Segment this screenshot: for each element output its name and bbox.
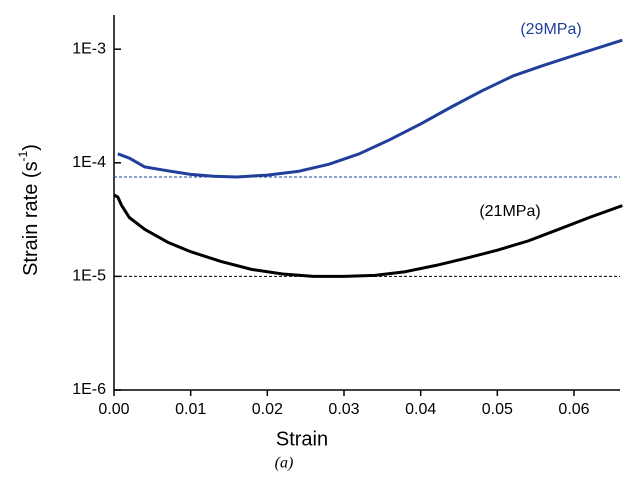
y-axis-label-text: Strain rate (s: [20, 161, 42, 275]
x-tick-label: 0.00: [98, 401, 129, 418]
x-tick-label: 0.05: [482, 401, 513, 418]
y-tick-label: 1E-4: [72, 154, 106, 171]
y-tick-label: 1E-6: [72, 381, 106, 398]
x-tick-label: 0.02: [252, 401, 283, 418]
series-label: (29MPa): [520, 21, 581, 38]
y-axis-label-sup: -1: [16, 150, 30, 161]
line-series: [117, 38, 623, 179]
caption: (a): [275, 455, 294, 472]
series-label: (21MPa): [479, 203, 540, 220]
y-tick-label: 1E-3: [72, 40, 106, 57]
x-tick-label: 0.06: [558, 401, 589, 418]
x-tick-label: 0.01: [175, 401, 206, 418]
x-tick-label: 0.04: [405, 401, 436, 418]
y-axis-label-close: ): [20, 144, 42, 151]
y-axis-label: Strain rate (s-1): [16, 144, 42, 276]
y-tick-label: 1E-5: [72, 268, 106, 285]
x-axis-label: Strain: [276, 428, 328, 450]
line-series: [113, 193, 623, 278]
x-tick-label: 0.03: [328, 401, 359, 418]
